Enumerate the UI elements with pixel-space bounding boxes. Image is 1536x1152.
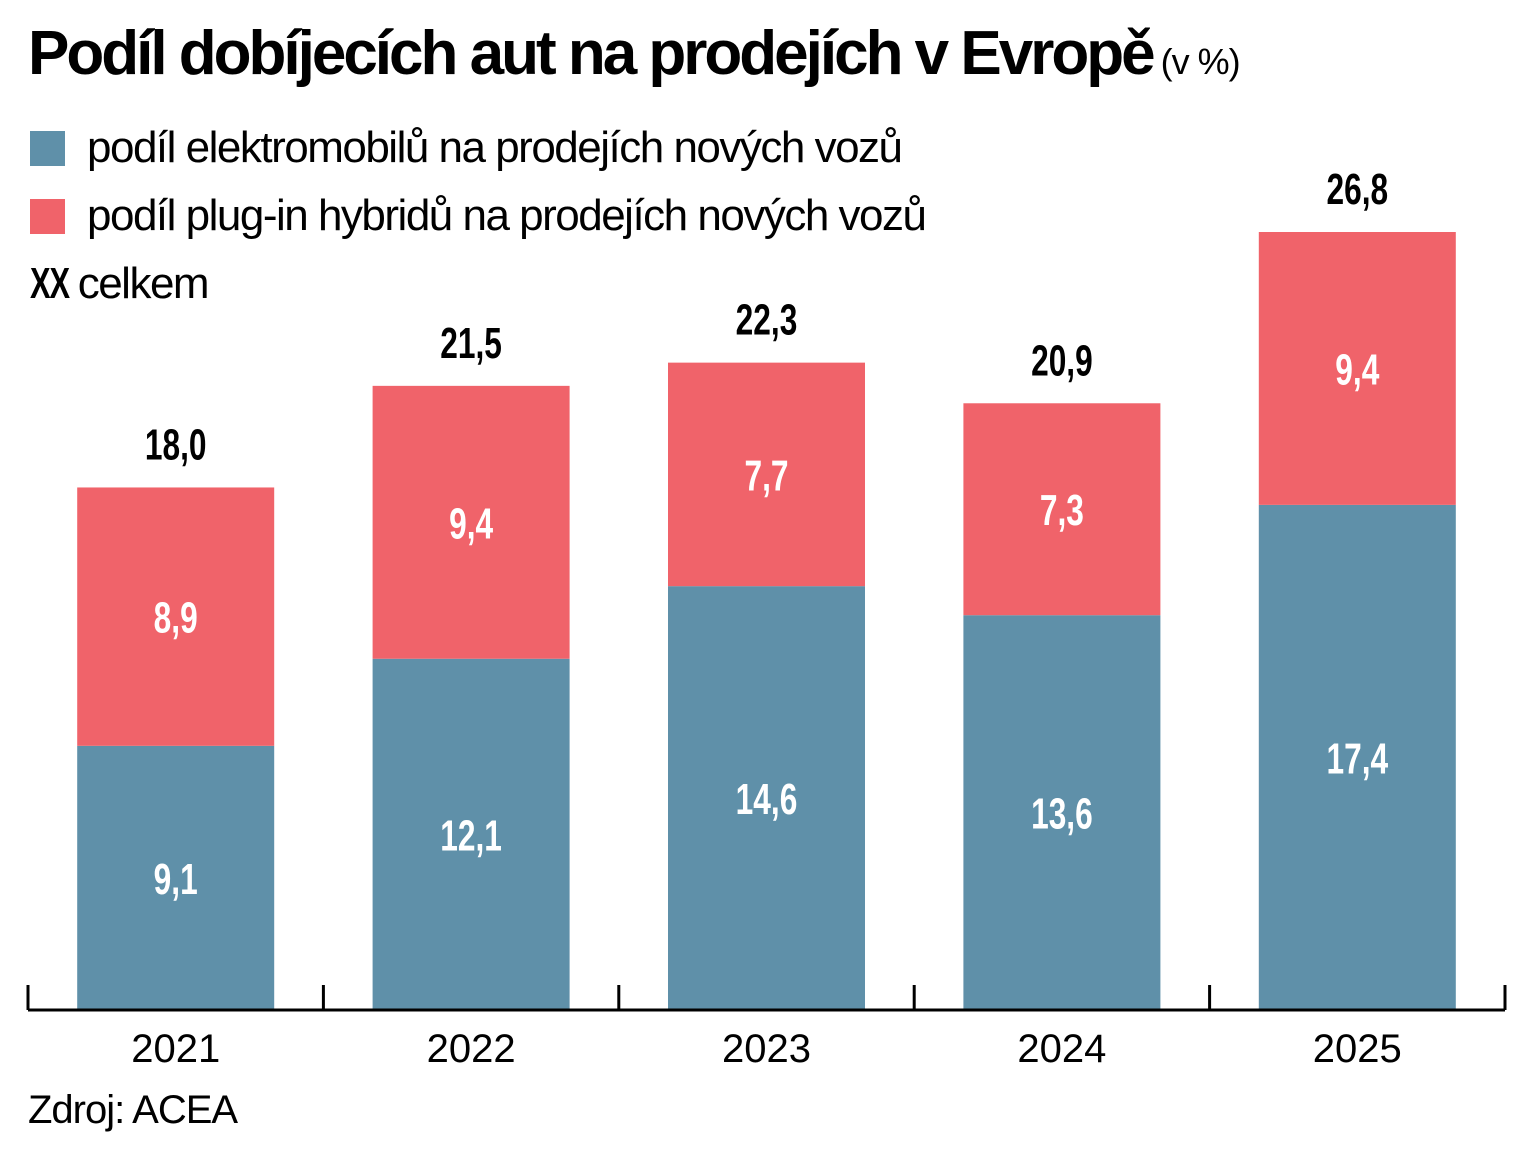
bar-ev-2025: [1258, 504, 1456, 1010]
legend-swatch-ev: [30, 130, 65, 166]
value-label-phev-2024: 7,3: [1040, 486, 1084, 535]
value-label-phev-2025: 9,4: [1335, 345, 1380, 394]
chart-title: Podíl dobíjecích aut na prodejích v Evro…: [28, 18, 1241, 89]
total-label-2025: 26,8: [1326, 165, 1388, 214]
bar-phev-2024: [963, 403, 1161, 616]
bar-phev-2025: [1258, 232, 1456, 505]
legend-item-ev: podíl elektromobilů na prodejích nových …: [30, 123, 903, 172]
legend-total-label: celkem: [77, 259, 210, 308]
legend-label-ev: podíl elektromobilů na prodejích nových …: [87, 123, 903, 172]
source-note: Zdroj: ACEA: [28, 1088, 238, 1132]
total-label-2022: 21,5: [440, 319, 502, 368]
x-tick-label-2021: 2021: [131, 1027, 220, 1071]
bar-phev-2022: [372, 385, 570, 659]
legend-label-phev: podíl plug-in hybridů na prodejích novýc…: [87, 191, 927, 240]
legend-swatch-phev: [30, 198, 65, 234]
legend-total-marker: XX: [30, 259, 70, 308]
x-tick-label-2023: 2023: [722, 1027, 811, 1071]
value-label-phev-2021: 8,9: [154, 594, 198, 643]
bar-phev-2021: [77, 487, 275, 746]
bar-ev-2024: [963, 615, 1161, 1010]
bar-phev-2023: [668, 362, 865, 587]
x-tick-label-2022: 2022: [427, 1027, 516, 1071]
x-tick-label-2025: 2025: [1313, 1027, 1402, 1071]
title-unit: (v %): [1160, 41, 1241, 82]
total-label-2021: 18,0: [145, 420, 207, 469]
x-tick-label-2024: 2024: [1017, 1027, 1106, 1071]
legend-item-phev: podíl plug-in hybridů na prodejích novýc…: [30, 191, 927, 240]
legend-item-total: XX celkem: [30, 259, 210, 308]
value-label-ev-2025: 17,4: [1326, 734, 1388, 783]
bar-ev-2023: [668, 586, 865, 1010]
bar-ev-2021: [77, 745, 275, 1010]
value-label-ev-2024: 13,6: [1031, 790, 1093, 839]
total-label-2023: 22,3: [736, 296, 798, 345]
title-main: Podíl dobíjecích aut na prodejích v Evro…: [28, 19, 1156, 88]
value-label-ev-2023: 14,6: [736, 775, 798, 824]
bar-ev-2022: [372, 658, 570, 1010]
value-label-ev-2021: 9,1: [154, 855, 198, 904]
value-label-ev-2022: 12,1: [440, 811, 502, 860]
value-label-phev-2022: 9,4: [449, 499, 494, 548]
value-label-phev-2023: 7,7: [744, 451, 788, 500]
total-label-2024: 20,9: [1031, 336, 1093, 385]
